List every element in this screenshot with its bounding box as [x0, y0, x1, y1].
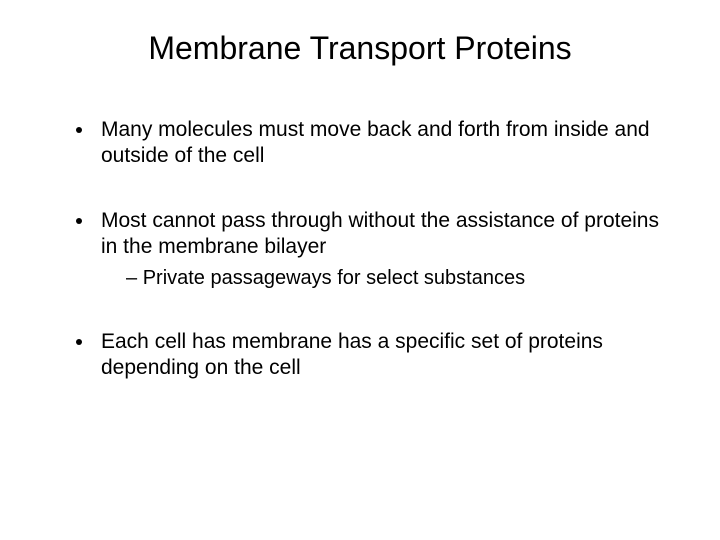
- bullet-text: Each cell has membrane has a specific se…: [101, 330, 603, 379]
- slide-title: Membrane Transport Proteins: [40, 30, 680, 67]
- sub-bullet-list: Private passageways for select substance…: [101, 266, 680, 291]
- bullet-item: Each cell has membrane has a specific se…: [95, 329, 680, 382]
- sub-bullet-text: Private passageways for select substance…: [143, 267, 525, 289]
- bullet-item: Most cannot pass through without the ass…: [95, 208, 680, 292]
- bullet-text: Many molecules must move back and forth …: [101, 118, 650, 167]
- sub-bullet-item: Private passageways for select substance…: [126, 266, 680, 291]
- bullet-list: Many molecules must move back and forth …: [40, 117, 680, 382]
- bullet-item: Many molecules must move back and forth …: [95, 117, 680, 170]
- bullet-text: Most cannot pass through without the ass…: [101, 209, 659, 258]
- slide: Membrane Transport Proteins Many molecul…: [0, 0, 720, 540]
